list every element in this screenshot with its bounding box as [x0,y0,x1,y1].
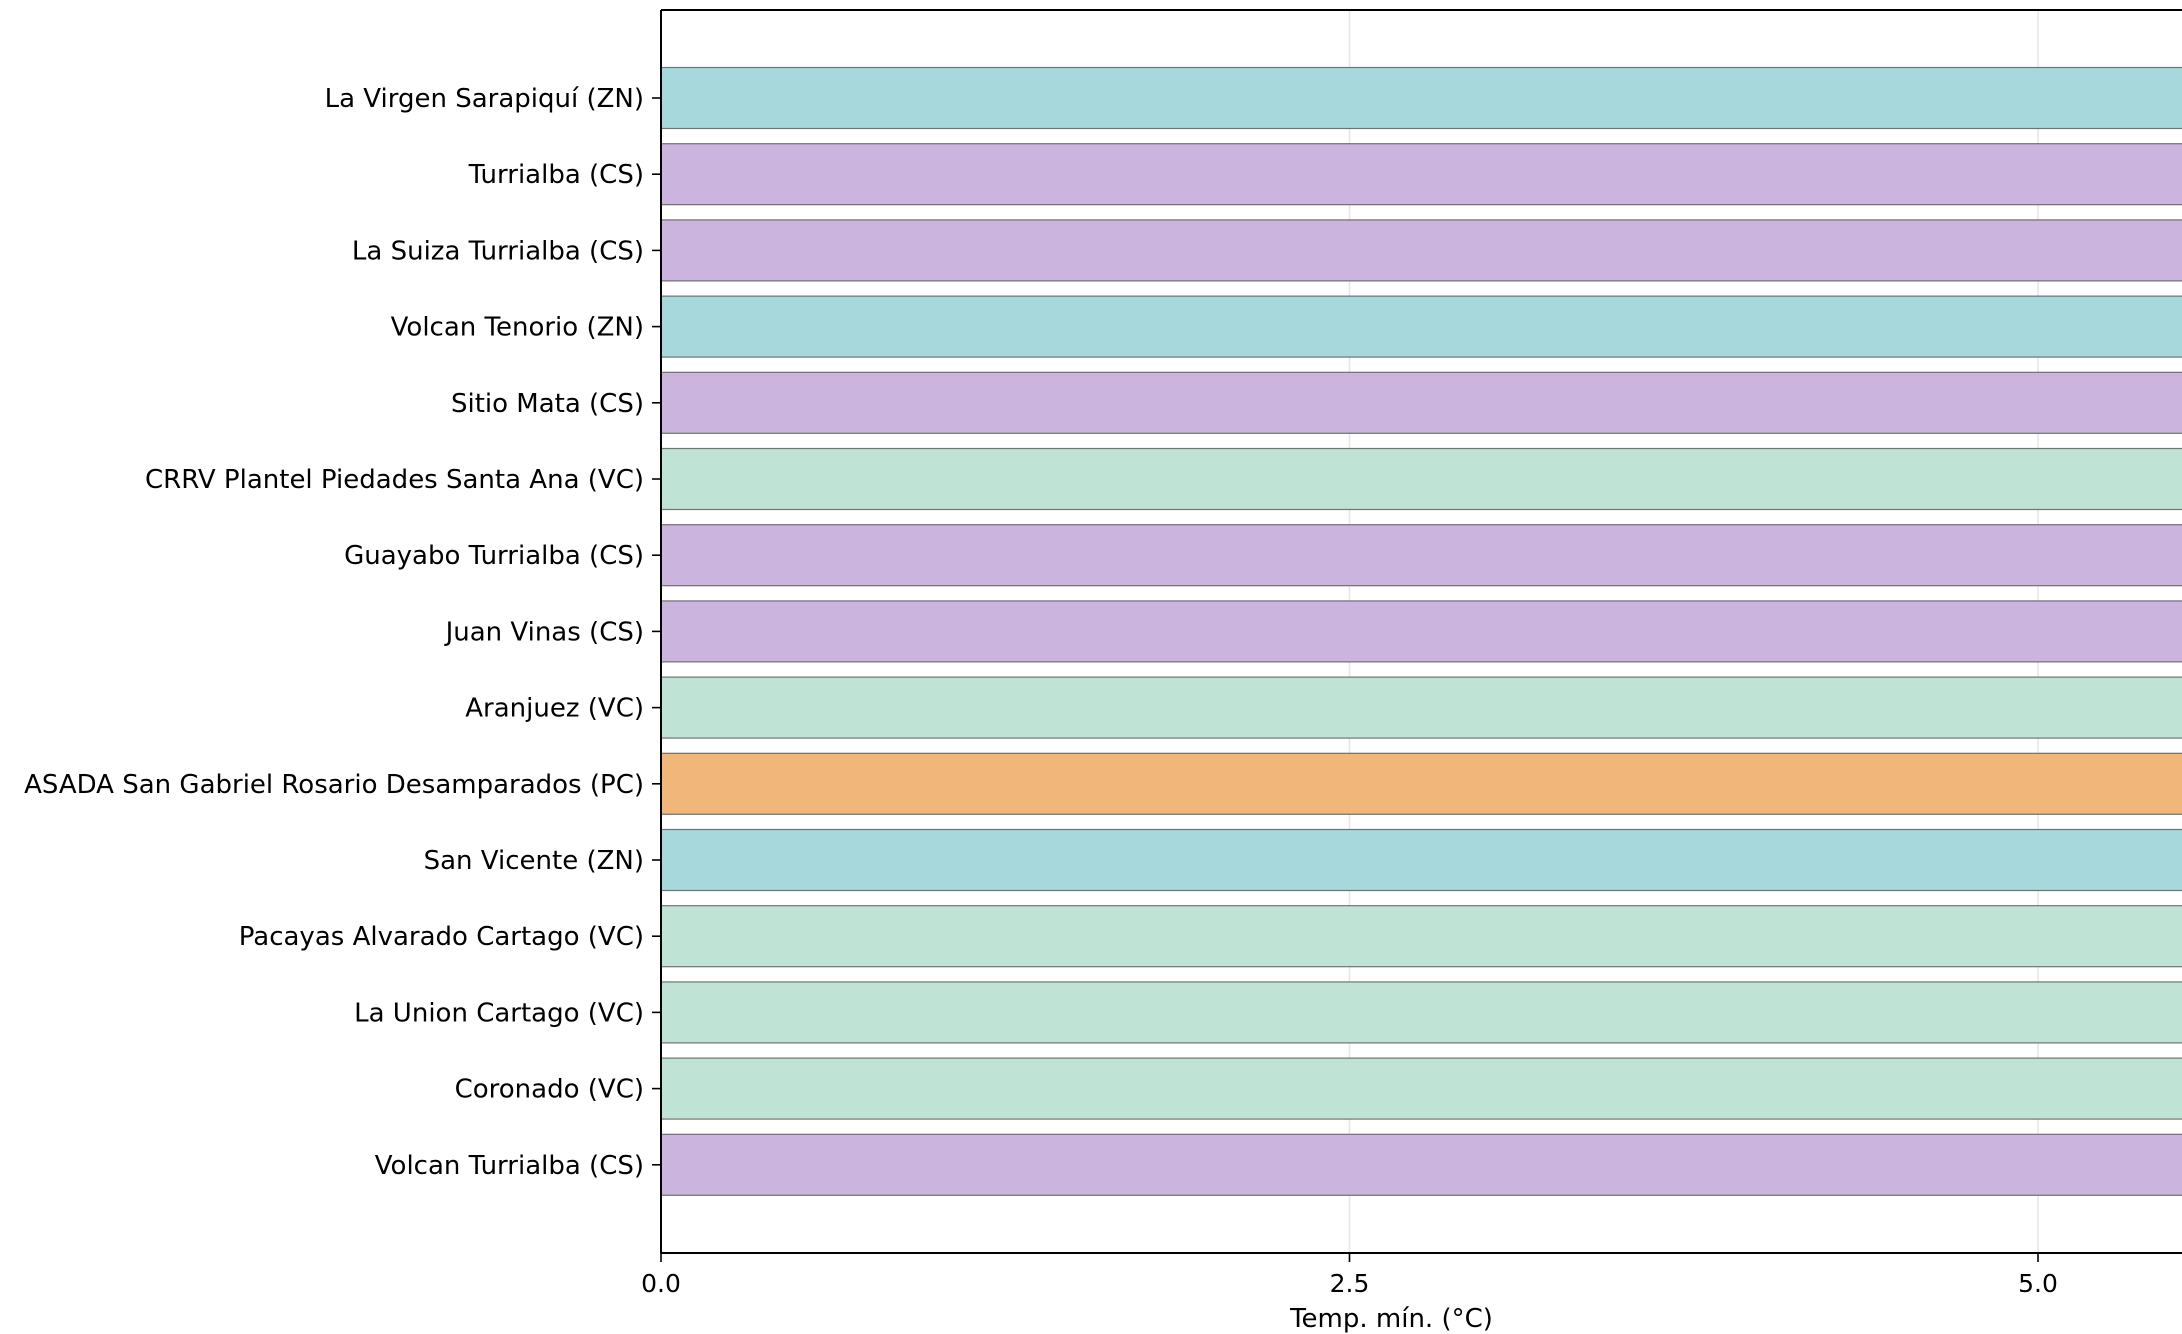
bar [660,371,2182,434]
category-label: Pacayas Alvarado Cartago (VC) [239,922,644,952]
bar [660,676,2182,739]
category-label: La Virgen Sarapiquí (ZN) [325,84,644,114]
bar [660,828,2182,892]
bar [660,295,2182,358]
category-label: La Suiza Turrialba (CS) [352,236,644,266]
bar [660,752,2182,815]
category-label: Sitio Mata (CS) [451,389,644,419]
category-label-layer: La Virgen Sarapiquí (ZN) Turrialba (CS) La… [24,84,644,1181]
x-tick-label: 2.5 [1330,1269,1370,1298]
x-tick-label: 5.0 [2018,1269,2058,1298]
bar [660,66,2182,130]
category-label: Volcan Turrialba (CS) [375,1151,644,1181]
category-label: Volcan Tenorio (ZN) [391,313,644,343]
bar [660,600,2182,663]
bar [660,981,2182,1044]
category-label: Coronado (VC) [455,1075,644,1105]
x-tick-label: 0.0 [641,1269,681,1298]
x-axis-label: Temp. mín. (°C) [1289,1304,1493,1334]
category-label: La Union Cartago (VC) [354,998,644,1028]
bar [660,219,2182,282]
category-label: Juan Vinas (CS) [444,617,644,647]
bar [660,524,2182,587]
category-label: Turrialba (CS) [468,160,644,190]
axes-spines [660,9,2182,1254]
bar [660,1057,2182,1120]
category-label: CRRV Plantel Piedades Santa Ana (VC) [145,465,644,495]
bar [660,143,2182,206]
bar [660,1133,2182,1196]
category-label: San Vicente (ZN) [424,846,644,876]
bar [660,447,2182,511]
category-label: ASADA San Gabriel Rosario Desamparados (… [24,770,644,800]
category-label: Guayabo Turrialba (CS) [344,541,644,571]
bar-layer [660,66,2182,1196]
x-tick-layer: 0.02.55.07.510.012.515.017.520.0 [641,97,2058,1298]
category-label: Aranjuez (VC) [465,694,644,724]
bar [660,905,2182,968]
